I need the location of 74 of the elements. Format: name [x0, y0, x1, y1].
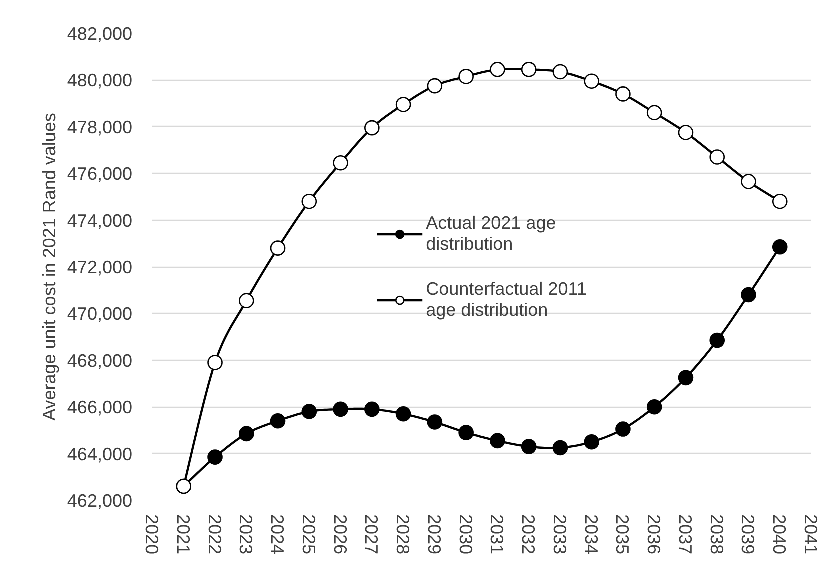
x-tick-label: 2033	[550, 514, 570, 555]
point	[364, 120, 380, 136]
legend-label: Counterfactual 2011 age distribution	[426, 278, 587, 322]
point	[238, 293, 254, 308]
point	[678, 125, 694, 140]
x-tick-label: 2041	[801, 514, 821, 555]
point	[302, 404, 318, 420]
x-tick-label: 2040	[770, 514, 790, 555]
point	[458, 69, 474, 84]
x-tick-label: 2021	[173, 514, 194, 555]
point	[270, 240, 286, 256]
point	[772, 194, 788, 210]
x-tick-label: 2026	[330, 514, 350, 555]
point	[333, 402, 348, 418]
point	[646, 399, 662, 415]
x-tick-label: 2027	[362, 514, 382, 555]
y-tick-label: 470,000	[67, 304, 133, 324]
y-tick-label: 466,000	[67, 398, 133, 418]
x-tick-label: 2034	[581, 514, 602, 555]
x-tick-label: 2039	[738, 514, 758, 555]
point	[364, 402, 380, 418]
point	[521, 439, 537, 454]
x-tick-label: 2037	[675, 514, 696, 555]
y-tick-label: 474,000	[67, 210, 133, 231]
point	[458, 425, 474, 440]
point	[646, 105, 662, 121]
point	[427, 78, 443, 94]
point	[302, 194, 318, 210]
y-tick-label: 480,000	[67, 70, 133, 91]
x-tick-label: 2038	[706, 514, 727, 555]
point	[552, 64, 568, 80]
x-tick-label: 2025	[298, 514, 319, 555]
legend-label: Actual 2021 age distribution	[426, 212, 556, 256]
point	[270, 413, 286, 429]
x-tick-label: 2029	[424, 514, 444, 555]
y-tick-label: 482,000	[67, 24, 133, 44]
point	[552, 440, 568, 456]
y-axis-title: Average unit cost in 2021 Rand values	[39, 113, 60, 421]
point	[208, 355, 223, 370]
point	[238, 426, 254, 442]
point	[678, 370, 694, 386]
point	[427, 414, 443, 430]
x-tick-label: 2024	[268, 514, 288, 555]
point	[584, 434, 600, 450]
x-tick-label: 2035	[612, 514, 633, 555]
x-tick-label: 2022	[204, 514, 225, 555]
y-tick-label: 472,000	[67, 258, 133, 278]
point	[710, 150, 726, 165]
y-tick-label: 478,000	[67, 117, 133, 138]
y-tick-label: 476,000	[67, 164, 133, 184]
y-tick-label: 462,000	[67, 491, 133, 511]
point	[396, 97, 412, 112]
x-tick-label: 2031	[487, 514, 508, 555]
point	[521, 62, 537, 78]
point	[490, 62, 506, 78]
x-tick-label: 2032	[518, 514, 539, 555]
y-tick-label: 464,000	[67, 444, 133, 464]
point	[741, 174, 756, 190]
point	[616, 86, 631, 102]
y-tick-label: 468,000	[67, 350, 133, 371]
point	[584, 74, 600, 90]
point	[616, 422, 631, 437]
point	[396, 406, 412, 422]
point	[333, 155, 348, 171]
x-tick-label: 2036	[644, 514, 664, 555]
point	[490, 433, 506, 449]
point	[741, 287, 756, 303]
point	[710, 332, 726, 348]
x-tick-label: 2020	[142, 514, 162, 555]
x-tick-label: 2023	[236, 514, 256, 555]
point	[772, 240, 788, 255]
x-tick-label: 2028	[393, 514, 414, 555]
x-tick-label: 2030	[456, 514, 476, 555]
point	[208, 450, 223, 465]
